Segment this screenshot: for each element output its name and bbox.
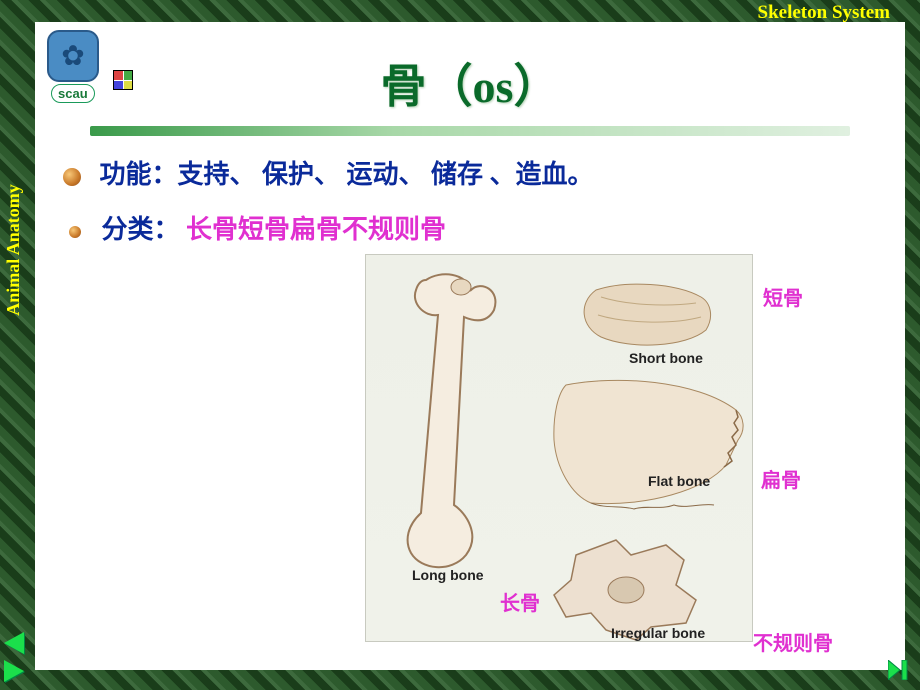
function-line: 功能：支持、 保护、 运动、 储存 、造血。 — [63, 154, 905, 191]
header-skeleton-system: Skeleton System — [758, 2, 890, 24]
long-bone-cn-label: 长骨 — [500, 587, 540, 616]
category-line: 分类： 长骨短骨扁骨不规则骨 — [63, 209, 905, 246]
bone-types-diagram: Short bone Flat bone Long bone Irregular… — [365, 254, 753, 642]
long-bone-en-label: Long bone — [412, 567, 484, 583]
category-list: 长骨短骨扁骨不规则骨 — [186, 215, 446, 244]
bone-illustration-svg — [366, 255, 754, 643]
prev-slide-button[interactable] — [4, 632, 24, 654]
short-bone-cn-label: 短骨 — [763, 282, 803, 311]
category-label: 分类： — [102, 215, 180, 244]
short-bone-en-label: Short bone — [629, 350, 703, 366]
windows-flag-icon — [113, 70, 133, 90]
side-animal-anatomy: Animal Anatomy — [3, 150, 24, 350]
irregular-bone-en-label: Irregular bone — [611, 625, 705, 641]
function-label: 功能： — [100, 160, 178, 189]
bullet-icon — [69, 226, 81, 238]
slide-title: 骨（os） — [35, 22, 905, 116]
irregular-bone-cn-label: 不规则骨 — [753, 627, 833, 656]
flat-bone-shape — [554, 380, 743, 509]
long-bone-shape — [408, 274, 496, 567]
bullet-icon — [63, 168, 81, 186]
function-items: 支持、 保护、 运动、 储存 、造血。 — [178, 160, 594, 189]
next-slide-button[interactable] — [4, 660, 24, 682]
scau-logo-text: scau — [51, 84, 95, 103]
flat-bone-cn-label: 扁骨 — [761, 464, 801, 493]
slide-content: ✿ scau 骨（os） 功能：支持、 保护、 运动、 储存 、造血。 分类： … — [35, 22, 905, 670]
title-underline — [90, 126, 850, 136]
short-bone-shape — [584, 284, 710, 345]
flat-bone-en-label: Flat bone — [648, 473, 710, 489]
scvm-logo-icon: ✿ — [47, 30, 99, 82]
paw-icon: ✿ — [61, 39, 84, 73]
end-slide-button[interactable] — [888, 660, 910, 680]
